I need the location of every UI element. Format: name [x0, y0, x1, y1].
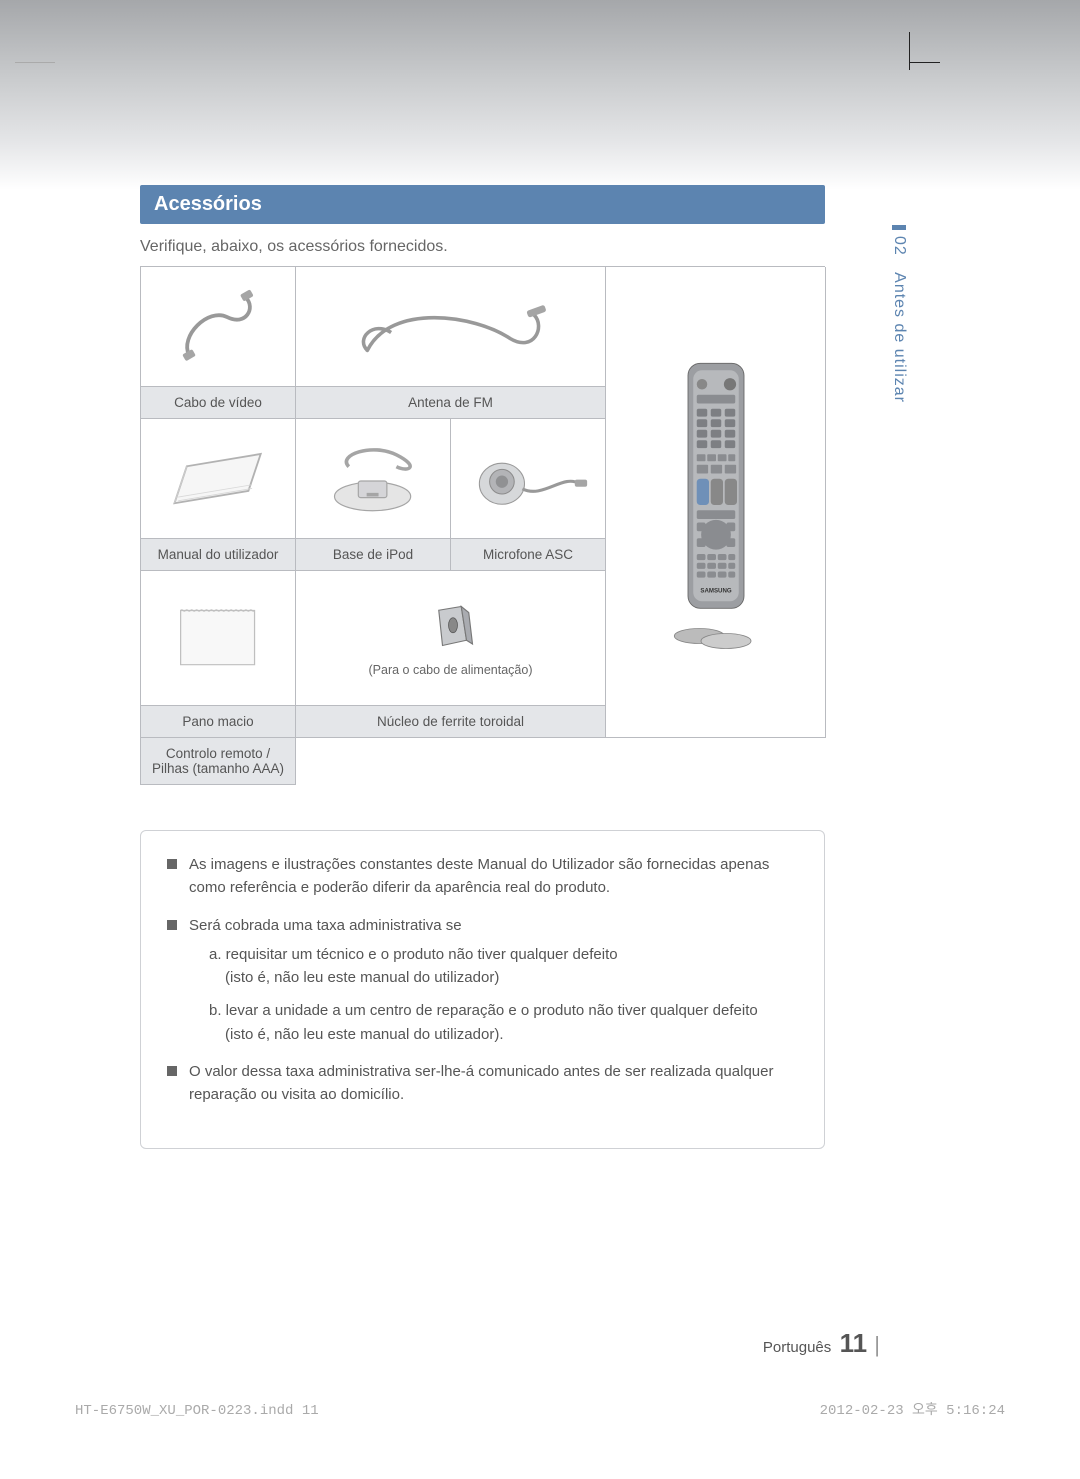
ferrite-note: (Para o cabo de alimentação): [369, 663, 533, 677]
manual-label: Manual do utilizador: [141, 539, 296, 571]
manual-icon: [156, 431, 279, 526]
footer-page: 11: [840, 1328, 868, 1358]
note-text: O valor dessa taxa administrativa ser-lh…: [189, 1063, 773, 1103]
remote-label-line2: Pilhas (tamanho AAA): [152, 761, 284, 776]
cloth-label: Pano macio: [141, 706, 296, 738]
print-footer-right: 2012-02-23 오후 5:16:24: [820, 1399, 1005, 1419]
note-sub-text: a. requisitar um técnico e o produto não…: [209, 946, 618, 963]
intro-text: Verifique, abaixo, os acessórios forneci…: [140, 238, 825, 256]
dock-icon: [311, 431, 434, 526]
side-tab: 02 Antes de utilizar: [890, 225, 908, 403]
footer-bar: |: [874, 1332, 880, 1357]
svg-text:SAMSUNG: SAMSUNG: [700, 588, 731, 595]
note-item: O valor dessa taxa administrativa ser-lh…: [167, 1060, 798, 1107]
page-footer: Português 11 |: [763, 1328, 880, 1359]
note-sub-text: b. levar a unidade a um centro de repara…: [209, 1002, 758, 1019]
side-tab-bar: [892, 225, 906, 230]
batteries-icon: [666, 619, 766, 653]
manual-image: [141, 419, 296, 539]
cloth-icon: [156, 584, 279, 691]
remote-image-cell: SAMSUNG: [606, 267, 826, 738]
asc-mic-image: [451, 419, 606, 539]
notes-box: As imagens e ilustrações constantes dest…: [140, 830, 825, 1149]
ferrite-label: Núcleo de ferrite toroidal: [296, 706, 606, 738]
note-item: As imagens e ilustrações constantes dest…: [167, 853, 798, 900]
note-text: As imagens e ilustrações constantes dest…: [189, 856, 769, 896]
note-sub-item: a. requisitar um técnico e o produto não…: [209, 943, 798, 990]
video-cable-image: [141, 267, 296, 387]
remote-label: Controlo remoto / Pilhas (tamanho AAA): [141, 738, 296, 785]
side-tab-label: Antes de utilizar: [891, 272, 908, 403]
note-sub-item: b. levar a unidade a um centro de repara…: [209, 999, 798, 1046]
section-title: Acessórios: [140, 185, 825, 224]
cable-icon: [156, 279, 279, 374]
asc-mic-label: Microfone ASC: [451, 539, 606, 571]
footer-lang: Português: [763, 1339, 831, 1356]
antenna-icon: [327, 279, 574, 374]
side-tab-number: 02: [891, 236, 908, 256]
print-footer-left: HT-E6750W_XU_POR-0223.indd 11: [75, 1403, 319, 1419]
ferrite-icon: [420, 599, 480, 659]
note-sub-text: (isto é, não leu este manual do utilizad…: [209, 969, 499, 986]
fm-antenna-label: Antena de FM: [296, 387, 606, 419]
cloth-image: [141, 571, 296, 706]
crop-mark: [909, 32, 910, 70]
ipod-dock-label: Base de iPod: [296, 539, 451, 571]
ferrite-image: (Para o cabo de alimentação): [296, 571, 606, 706]
ipod-dock-image: [296, 419, 451, 539]
crop-mark: [910, 62, 940, 63]
fm-antenna-image: [296, 267, 606, 387]
crop-mark: [15, 62, 55, 63]
note-text: Será cobrada uma taxa administrativa se: [189, 917, 462, 934]
accessories-grid: SAMSUNG Cabo de vídeo Antena de FM: [140, 266, 825, 785]
note-sub-text: (isto é, não leu este manual do utilizad…: [209, 1026, 504, 1043]
remote-icon: SAMSUNG: [681, 351, 751, 631]
remote-label-line1: Controlo remoto /: [166, 746, 270, 761]
mic-icon: [466, 431, 589, 526]
video-cable-label: Cabo de vídeo: [141, 387, 296, 419]
header-gradient: [0, 0, 1080, 190]
main-content: Acessórios Verifique, abaixo, os acessór…: [140, 185, 825, 1149]
note-item: Será cobrada uma taxa administrativa se …: [167, 914, 798, 1046]
